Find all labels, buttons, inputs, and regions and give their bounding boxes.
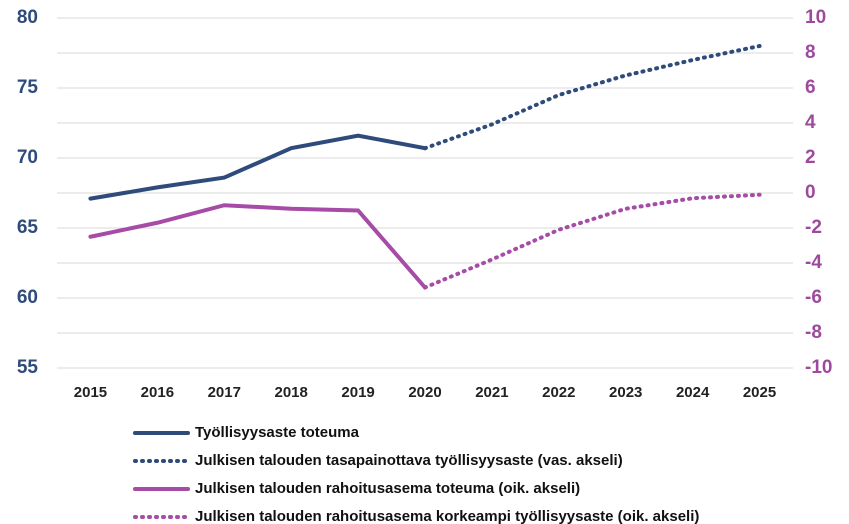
y2-tick-label: -6 [805,287,822,308]
series-line [423,192,762,290]
y2-tick-label: 6 [805,77,816,98]
y2-tick-label: 2 [805,147,816,168]
x-tick-label: 2016 [141,384,174,401]
y-tick-label: 75 [17,77,39,98]
y-tick-label: 80 [17,7,38,28]
legend-label: Julkisen talouden tasapainottava työllis… [195,452,623,469]
x-tick-label: 2021 [475,384,508,401]
y2-tick-label: -4 [805,252,822,273]
x-tick-label: 2025 [743,384,776,401]
y-tick-label: 60 [17,287,38,308]
y-tick-label: 55 [17,357,39,378]
y2-tick-label: 8 [805,42,816,63]
legend-label: Julkisen talouden rahoitusasema korkeamp… [195,508,699,524]
x-tick-label: 2017 [208,384,241,401]
x-tick-label: 2015 [74,384,107,401]
series-line [88,203,427,290]
y2-tick-label: -8 [805,322,822,343]
x-tick-label: 2022 [542,384,575,401]
y-tick-label: 70 [17,147,38,168]
series-line [88,133,427,201]
legend-label: Julkisen talouden rahoitusasema toteuma … [195,480,580,497]
x-tick-label: 2023 [609,384,642,401]
y2-tick-label: 4 [805,112,816,133]
x-tick-label: 2024 [676,384,710,401]
y2-tick-label: -2 [805,217,822,238]
x-tick-label: 2019 [341,384,374,401]
legend-label: Työllisyysaste toteuma [195,424,360,441]
x-tick-label: 2020 [408,384,441,401]
series-line [423,44,762,151]
y2-tick-label: 0 [805,182,816,203]
y-tick-label: 65 [17,217,39,238]
y2-tick-label: -10 [805,357,832,378]
y2-tick-label: 10 [805,7,826,28]
x-tick-label: 2018 [274,384,307,401]
